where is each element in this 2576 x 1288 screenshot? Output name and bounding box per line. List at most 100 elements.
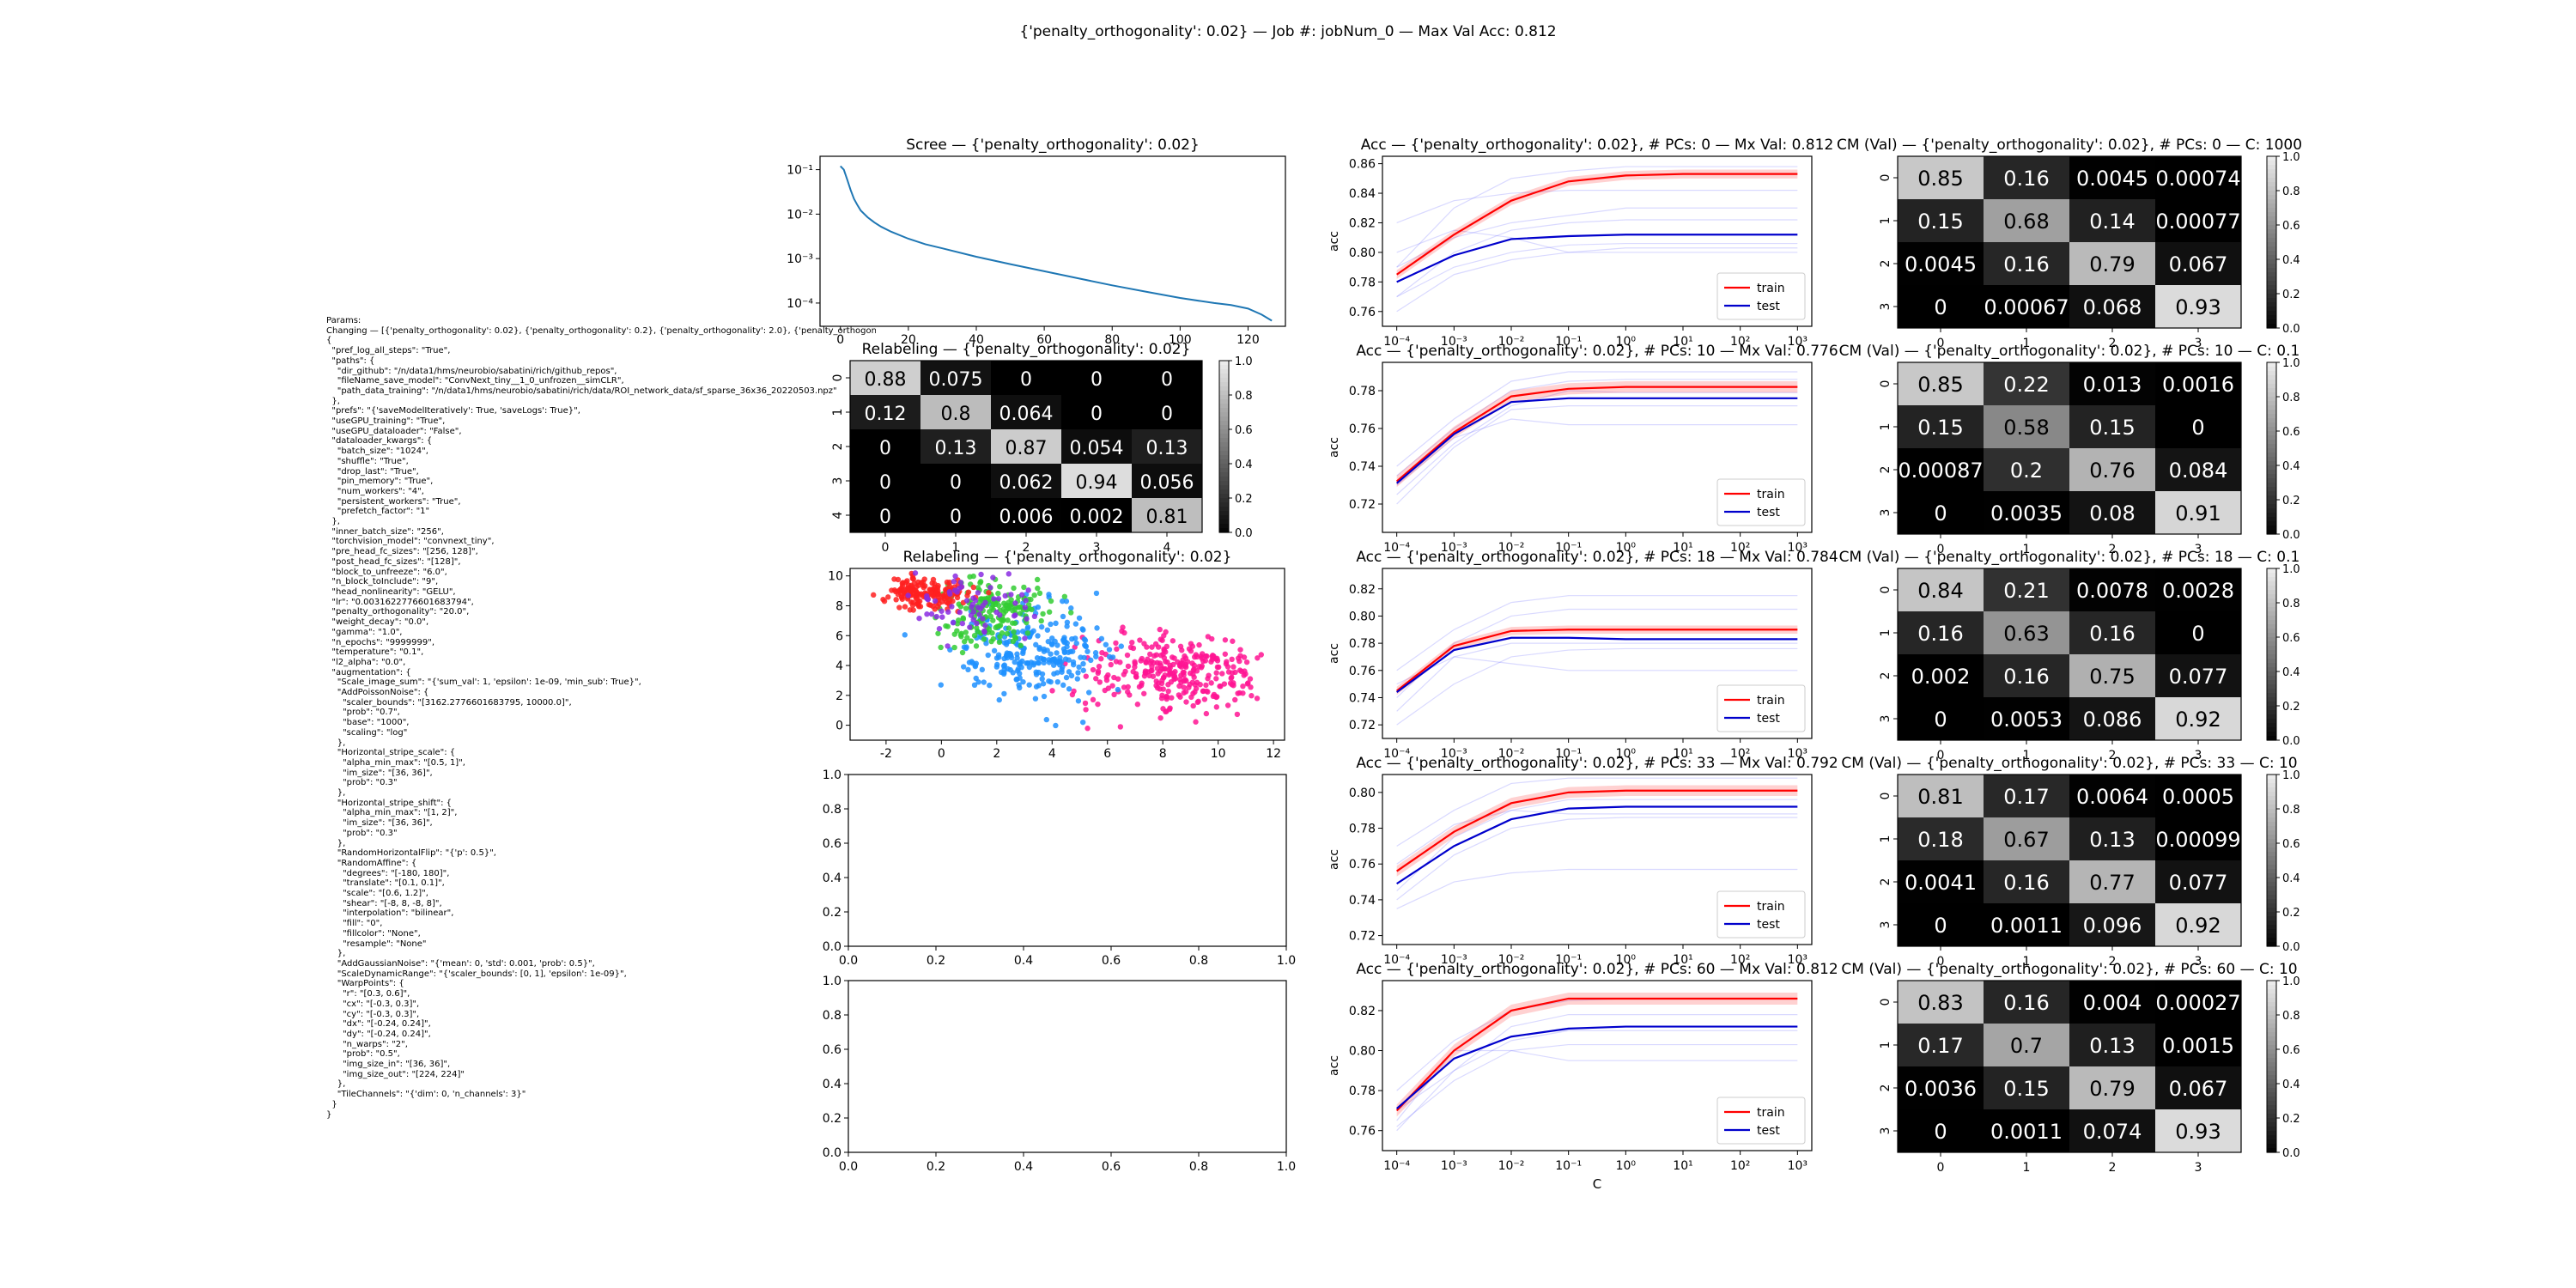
params-line: "cy": "[-0.3, 0.3]", [326, 1009, 420, 1019]
empty-2-ytick-label: 0.4 [823, 1078, 841, 1091]
acc-10-fold-line [1396, 405, 1798, 505]
cm-18-cell-label: 0.63 [2003, 622, 2049, 646]
relabel-cm-colorbar-step [1219, 519, 1229, 525]
cm-33-xtick-label: 0 [1937, 955, 1945, 969]
embedding-xtick-label: 4 [1048, 747, 1056, 761]
embedding-point [1005, 617, 1011, 623]
embedding-point [1022, 605, 1028, 611]
embedding-point [1244, 681, 1251, 687]
cm-18-colorbar-step [2267, 680, 2276, 685]
embedding-point [993, 624, 999, 631]
params-line: "dir_github": "/n/data1/hms/neurobio/sab… [326, 366, 617, 376]
cm-0-cell-label: 0.00074 [2155, 167, 2240, 191]
relabel-cm-cell [1061, 464, 1133, 499]
embedding-point [1221, 681, 1228, 687]
relabel-cm-cell-label: 0 [879, 472, 891, 494]
embedding-point [1125, 689, 1131, 695]
embedding-point [1229, 656, 1235, 663]
cm-60-colorbar-step [2267, 1002, 2276, 1007]
cm-18-colorbar-step [2267, 611, 2276, 617]
embedding-frame [849, 568, 1285, 741]
embedding-point [913, 587, 919, 594]
cm-60-colorbar-step [2267, 1045, 2276, 1050]
embedding-ytick-label: 10 [828, 570, 843, 584]
params-line: "img_size_in": "[36, 36]", [326, 1060, 451, 1070]
cm-10-cell-label: 0.15 [2089, 416, 2135, 440]
embedding-point [1024, 660, 1031, 666]
embedding-point [972, 663, 979, 670]
cm-33-cell [1898, 817, 1984, 861]
embedding-point [975, 679, 981, 685]
params-line: "degrees": "[-180, 180]", [326, 868, 450, 878]
acc-33-title: Acc — {'penalty_orthogonality': 0.02}, #… [1356, 755, 1838, 772]
embedding-point [996, 639, 1003, 646]
embedding-point [1111, 691, 1117, 698]
embedding-point [916, 615, 922, 622]
embedding-xtick-label: 10 [1211, 747, 1226, 761]
cm-0-colorbar-step [2267, 319, 2276, 325]
embedding-point [1176, 692, 1182, 698]
cm-33-colorbar-step [2267, 817, 2276, 823]
cm-10-cell [2069, 362, 2156, 406]
acc-0-xtick-label: 10⁻⁴ [1383, 335, 1410, 349]
cm-60-ytick-label: 1 [1879, 1042, 1893, 1049]
embedding-point [935, 582, 941, 589]
embedding-point [1040, 611, 1046, 617]
relabel-cm-xtick-label: 2 [1023, 541, 1030, 555]
acc-10-xtick-label: 10² [1730, 541, 1750, 555]
relabel-cm-cell-label: 0.062 [999, 472, 1054, 494]
embedding-point [971, 682, 978, 689]
cm-60-cell-label: 0.074 [2083, 1120, 2142, 1144]
cm-0-cell [2069, 199, 2156, 243]
embedding-point [1230, 638, 1236, 644]
relabel-cm-cell [850, 361, 921, 396]
acc-33-xtick-label: 10⁻² [1498, 953, 1525, 967]
cm-0-cell-label: 0.00077 [2155, 210, 2240, 234]
embedding-point [1075, 698, 1082, 704]
cm-33-cell-label: 0.13 [2089, 828, 2135, 852]
embedding-point [1223, 660, 1230, 667]
embedding-point [1083, 673, 1089, 679]
cm-60-colorbar-step [2267, 1105, 2276, 1110]
cm-18-colorbar-frame [2266, 568, 2277, 741]
cm-0-colorbar-step [2267, 276, 2276, 282]
relabel-cm-cell-label: 0.81 [1146, 507, 1188, 528]
cm-10-cell-label: 0 [1934, 501, 1947, 526]
acc-60-xtick-label: 10⁻³ [1441, 1159, 1467, 1173]
embedding-point [1036, 646, 1042, 653]
acc-18-legend-box [1716, 684, 1806, 732]
cm-33-cell [1898, 903, 1984, 947]
acc-0-ytick-label: 0.76 [1349, 306, 1376, 319]
relabel-cm-xtick-label: 4 [1163, 541, 1171, 555]
params-line: "dy": "[-0.24, 0.24]", [326, 1029, 431, 1039]
cm-33-colorbar-step [2267, 890, 2276, 896]
embedding-point [938, 644, 944, 651]
acc-18-frame [1382, 568, 1813, 739]
acc-0-legend-label-train: train [1757, 282, 1785, 295]
embedding-point [1036, 590, 1043, 597]
embedding-point [1229, 670, 1236, 676]
embedding-point [966, 659, 973, 665]
cm-60-cell [2155, 1066, 2242, 1110]
cm-18-cell [2155, 568, 2242, 612]
embedding-point [1124, 652, 1131, 659]
embedding-point [1020, 678, 1026, 685]
cm-18-cell-label: 0.16 [2003, 665, 2049, 689]
embedding-point [986, 596, 992, 603]
embedding-point [1213, 670, 1219, 676]
embedding-point [933, 589, 939, 595]
embedding-point [946, 579, 953, 586]
cm-33-cell-label: 0.17 [2003, 785, 2049, 809]
acc-60-ylabel: acc [1327, 1055, 1341, 1076]
params-line: "TileChannels": "{'dim': 0, 'n_channels'… [326, 1090, 526, 1100]
embedding-point [1043, 716, 1050, 723]
acc-18-title: Acc — {'penalty_orthogonality': 0.02}, #… [1356, 549, 1838, 566]
relabel-cm-colorbar-step [1219, 468, 1229, 473]
relabel-cm-cell [991, 361, 1062, 396]
cm-18-cell-label: 0.75 [2089, 665, 2135, 689]
cm-60-colorbar-step [2267, 1011, 2276, 1016]
cm-33-cell-label: 0.0064 [2076, 785, 2148, 809]
embedding-point [961, 644, 968, 650]
params-line: "useGPU_training": "True", [326, 416, 446, 427]
cm-18-colorbar-step [2267, 736, 2276, 741]
